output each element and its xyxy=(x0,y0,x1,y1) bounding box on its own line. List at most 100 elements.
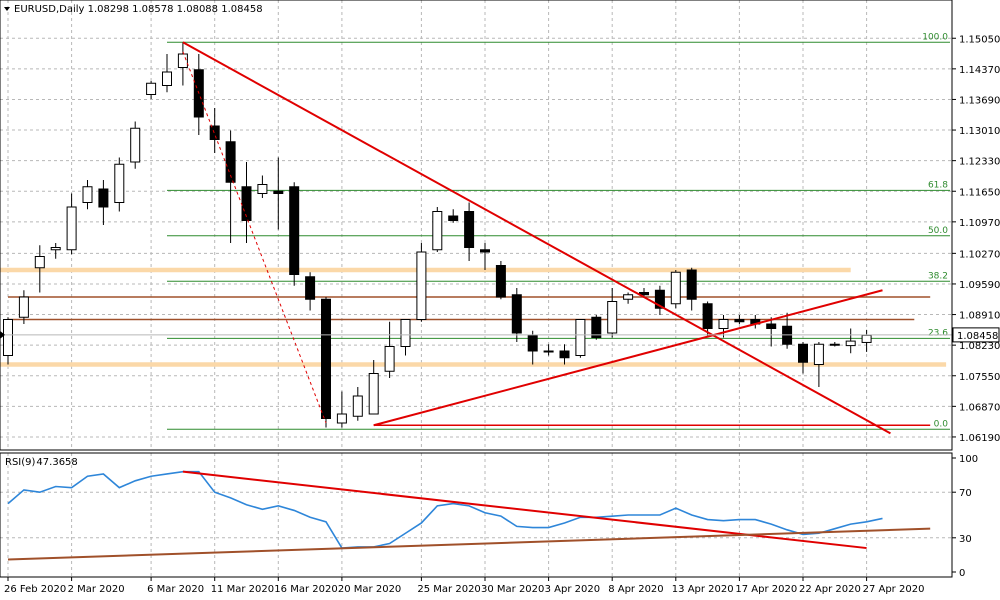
price-header: EURUSD,Daily 1.08298 1.08578 1.08088 1.0… xyxy=(4,4,263,15)
candle-bull xyxy=(146,82,157,95)
x-tick-label: 25 Mar 2020 xyxy=(417,584,480,595)
price-y-tick-label: 1.07550 xyxy=(959,372,1000,383)
rsi-y-tick-label: 70 xyxy=(959,488,972,499)
candle-bull xyxy=(114,163,125,203)
candle-bull xyxy=(607,301,618,334)
x-tick-label: 3 Apr 2020 xyxy=(545,584,600,595)
price-y-tick-label: 1.13010 xyxy=(959,126,1000,137)
candle-bull xyxy=(416,251,427,320)
fib-level-label: 23.6 xyxy=(928,328,948,338)
rsi-pane-frame xyxy=(0,452,953,578)
x-tick-label: 30 Mar 2020 xyxy=(481,584,544,595)
price-y-tick-label: 1.08910 xyxy=(959,311,1000,322)
price-y-tick-label: 1.09590 xyxy=(959,280,1000,291)
price-y-axis: 1.15050 1.14370 1.13690 1.13010 1.12330 1.116… xyxy=(952,34,1000,444)
candle-bear xyxy=(734,319,745,323)
candle-bull xyxy=(575,319,586,356)
price-y-tick-label: 1.10270 xyxy=(959,249,1000,260)
candle-bear xyxy=(289,186,300,275)
chart-menu-icon[interactable] xyxy=(4,7,10,11)
price-trendline xyxy=(373,289,883,427)
price-y-tick-label: 1.15050 xyxy=(959,34,1000,45)
x-tick-label: 6 Mar 2020 xyxy=(147,584,204,595)
candle-bull xyxy=(368,373,379,415)
price-chart-title: EURUSD,Daily 1.08298 1.08578 1.08088 1.0… xyxy=(14,4,263,15)
candle-bull xyxy=(718,319,729,329)
price-y-tick-label: 1.10970 xyxy=(959,218,1000,229)
price-trendline xyxy=(182,41,891,435)
rsi-y-tick-label: 30 xyxy=(959,534,972,545)
candle-bull xyxy=(50,247,61,251)
rsi-value-label: 47.3658 xyxy=(36,457,77,468)
rsi-indicator-label: RSI(9) xyxy=(5,457,36,468)
candle-bear xyxy=(527,334,538,352)
price-y-tick-label: 1.13690 xyxy=(959,95,1000,106)
candle-bull xyxy=(66,206,77,251)
price-pane: 100.0 61.8 50.0 38.2 23.6 0.0 xyxy=(0,0,952,450)
fib-level-label: 50.0 xyxy=(928,226,948,236)
candle-bear xyxy=(464,211,475,248)
candle-bear xyxy=(273,190,284,194)
candle-bull xyxy=(813,343,824,365)
fib-level-label: 100.0 xyxy=(922,32,948,42)
candle-bull xyxy=(3,319,13,356)
candle-bull xyxy=(845,340,856,347)
price-y-tick-label: 1.06190 xyxy=(959,433,1000,444)
rsi-trendline xyxy=(7,527,931,561)
rsi-y-axis: 100 70 30 0 xyxy=(952,454,978,579)
candle-bull xyxy=(623,294,634,300)
candle-bull xyxy=(130,127,141,163)
candle-bear xyxy=(448,215,459,221)
price-y-tick-label: 1.12330 xyxy=(959,157,1000,168)
fib-level-label: 38.2 xyxy=(928,271,948,281)
candle-bull xyxy=(257,184,268,194)
x-tick-label: 13 Apr 2020 xyxy=(672,584,734,595)
candle-bear xyxy=(209,125,220,140)
x-tick-label: 22 Apr 2020 xyxy=(799,584,861,595)
candle-bull xyxy=(432,211,443,251)
candle-bull xyxy=(861,334,872,343)
candle-bull xyxy=(82,186,93,203)
fib-level-label: 0.0 xyxy=(934,419,949,429)
candle-bear xyxy=(559,350,570,359)
current-price-label: 1.08458 xyxy=(957,331,998,342)
rsi-y-tick-label: 0 xyxy=(959,568,965,579)
candle-bear xyxy=(305,276,316,300)
candle-bear xyxy=(98,188,109,208)
x-tick-label: 17 Apr 2020 xyxy=(735,584,797,595)
x-tick-label: 20 Mar 2020 xyxy=(338,584,401,595)
rsi-y-tick-label: 100 xyxy=(959,454,978,465)
current-price-tag xyxy=(952,327,1000,343)
candle-bear xyxy=(241,186,252,221)
candle-bull xyxy=(336,413,347,424)
x-tick-label: 8 Apr 2020 xyxy=(608,584,663,595)
candle-bull xyxy=(352,395,363,417)
x-tick-label: 26 Feb 2020 xyxy=(4,584,66,595)
price-marker-icon xyxy=(0,330,5,339)
rsi-chart-title-indicator: RSI(9)47.3658 xyxy=(5,457,78,468)
price-pane-frame xyxy=(0,0,953,451)
price-y-tick-label: 1.11650 xyxy=(959,187,1000,198)
price-y-tick-label: 1.08230 xyxy=(959,341,1000,352)
candle-bull xyxy=(384,346,395,372)
candle-bear xyxy=(702,303,713,329)
candle-bear xyxy=(686,269,697,300)
rsi-line xyxy=(7,470,883,549)
candle-bear xyxy=(511,294,522,334)
candle-bear xyxy=(654,289,665,309)
price-y-tick-label: 1.06870 xyxy=(959,402,1000,413)
candle-bear xyxy=(480,249,490,253)
candle-bear xyxy=(225,141,236,183)
support-zone xyxy=(0,362,947,367)
candle-bull xyxy=(18,296,29,318)
candle-bear xyxy=(321,298,331,419)
candle-bull xyxy=(829,343,840,346)
candle-bull xyxy=(177,53,188,68)
candle-bear xyxy=(766,323,777,329)
fib-level-label: 61.8 xyxy=(928,180,948,190)
candle-bull xyxy=(543,350,554,353)
x-tick-label: 2 Mar 2020 xyxy=(68,584,125,595)
candle-bear xyxy=(591,316,602,338)
